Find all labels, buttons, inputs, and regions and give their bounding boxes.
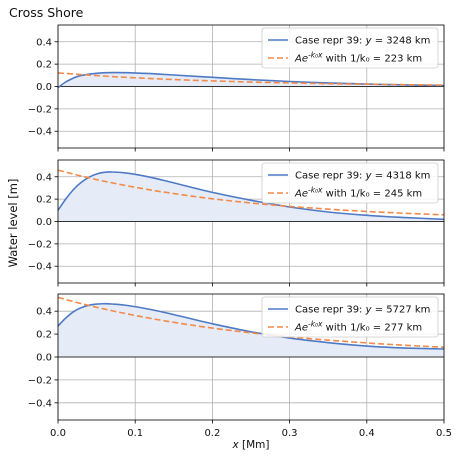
y-axis-label: Water level [m] <box>6 179 20 268</box>
legend: Case repr 39: y = 5727 km Ae-k₀x with 1/k… <box>261 296 439 338</box>
y-tick-label: 0.4 <box>36 172 52 183</box>
legend-box <box>261 296 439 338</box>
panel-1: −0.4 −0.2 0.0 0.2 0.4 Case repr 39: y = 3248 … <box>28 24 445 152</box>
y-tick-label: 0.0 <box>36 82 52 93</box>
legend: Case repr 39: y = 4318 km Ae-k₀x with 1/k… <box>261 162 439 204</box>
legend-box <box>261 27 439 69</box>
x-tick-label: 0.1 <box>127 428 143 439</box>
series-fit-line <box>57 296 445 348</box>
series-case-line <box>57 302 445 350</box>
legend: Case repr 39: y = 3248 km Ae-k₀x with 1/k… <box>261 27 439 69</box>
area-fill <box>58 172 444 222</box>
y-tick-label: 0.2 <box>36 330 52 341</box>
area-fill <box>58 303 444 357</box>
y-tick-label: −0.2 <box>28 104 52 115</box>
y-tick-label: 0.0 <box>36 217 52 228</box>
panel-2: −0.4 −0.2 0.0 0.2 0.4 Case repr 39: y = 4318 … <box>28 159 445 287</box>
x-tick-label: 0.0 <box>50 428 66 439</box>
series-fit-line <box>57 169 445 216</box>
x-tick-label: 0.4 <box>359 428 375 439</box>
legend-label: Ae-k₀x with 1/k₀ = 223 km <box>294 51 422 65</box>
y-tick-label: −0.2 <box>28 239 52 250</box>
y-tick-label: −0.4 <box>28 262 52 273</box>
y-tick-label: 0.0 <box>36 353 52 364</box>
legend-label: Case repr 39: y = 4318 km <box>295 171 430 182</box>
legend-label: Case repr 39: y = 5727 km <box>295 305 430 316</box>
y-tick-label: −0.4 <box>28 127 52 138</box>
x-tick-label: 0.2 <box>204 428 220 439</box>
legend-label: Case repr 39: y = 3248 km <box>295 36 430 47</box>
legend-label: Ae-k₀x with 1/k₀ = 245 km <box>294 186 422 200</box>
y-tick-label: 0.2 <box>36 195 52 206</box>
y-tick-label: 0.4 <box>36 37 52 48</box>
page-title: Cross Shore <box>9 5 84 20</box>
legend-label: Ae-k₀x with 1/k₀ = 277 km <box>294 320 422 334</box>
y-tick-label: 0.2 <box>36 60 52 71</box>
legend-box <box>261 162 439 204</box>
panel-3: −0.4 −0.2 0.0 0.2 0.4 0.0 0.1 0.2 0.3 0.4 0.5 Case … <box>28 293 452 439</box>
x-tick-label: 0.5 <box>436 428 452 439</box>
x-tick-label: 0.3 <box>282 428 298 439</box>
x-axis-label: x [Mm] <box>231 439 269 451</box>
y-tick-label: −0.2 <box>28 375 52 386</box>
y-tick-label: 0.4 <box>36 307 52 318</box>
series-fit-line <box>57 72 445 86</box>
series-case-line <box>57 171 445 221</box>
y-tick-label: −0.4 <box>28 398 52 409</box>
